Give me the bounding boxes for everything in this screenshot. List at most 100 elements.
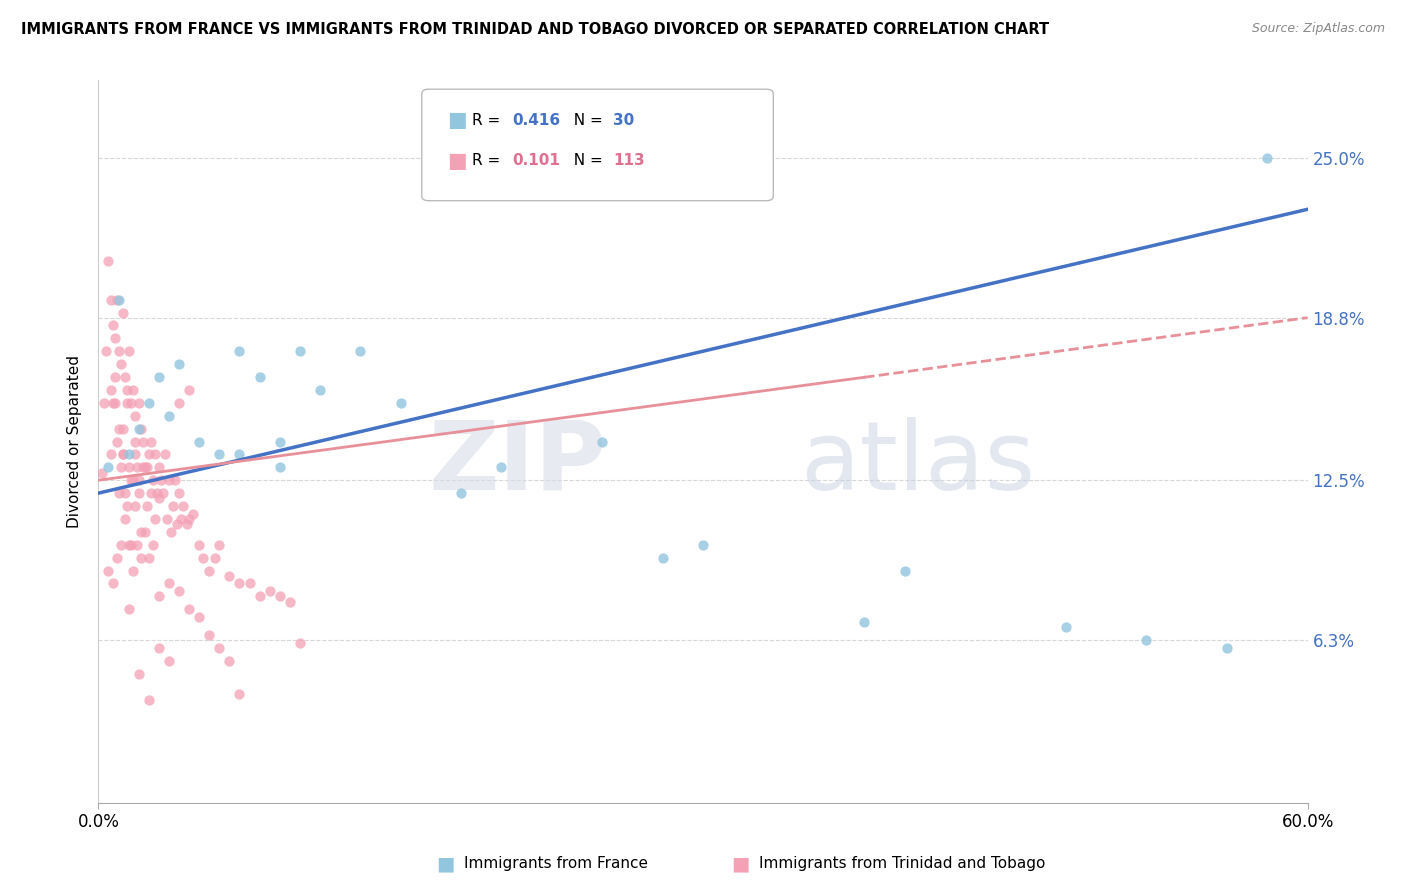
Point xyxy=(93,396,115,410)
Point xyxy=(148,590,170,604)
Point xyxy=(110,538,132,552)
Point xyxy=(132,434,155,449)
Point xyxy=(218,568,240,582)
Point xyxy=(188,610,211,624)
Point xyxy=(149,473,172,487)
Point xyxy=(148,370,170,384)
Text: N =: N = xyxy=(564,113,607,128)
Point xyxy=(114,512,136,526)
Point xyxy=(1135,633,1157,648)
Point xyxy=(148,460,170,475)
Point xyxy=(278,594,301,608)
Point xyxy=(450,486,472,500)
Point xyxy=(309,383,332,397)
Point xyxy=(591,434,613,449)
Point xyxy=(91,466,114,480)
Point xyxy=(204,550,226,565)
Point xyxy=(172,499,194,513)
Point xyxy=(107,486,129,500)
Point xyxy=(152,486,174,500)
Text: Immigrants from France: Immigrants from France xyxy=(464,856,648,871)
Point xyxy=(157,409,180,423)
Point xyxy=(120,473,142,487)
Point xyxy=(96,344,118,359)
Point xyxy=(100,383,122,397)
Text: 113: 113 xyxy=(613,153,644,168)
Point xyxy=(118,538,141,552)
Point xyxy=(115,499,138,513)
Point xyxy=(103,331,125,345)
Point xyxy=(120,538,142,552)
Point xyxy=(162,499,184,513)
Point xyxy=(228,687,250,701)
Y-axis label: Divorced or Separated: Divorced or Separated xyxy=(67,355,83,528)
Point xyxy=(111,305,134,319)
Point xyxy=(148,640,170,655)
Point xyxy=(107,293,129,307)
Point xyxy=(491,460,513,475)
Point xyxy=(179,512,201,526)
Point xyxy=(138,396,160,410)
Point xyxy=(114,486,136,500)
Point xyxy=(105,293,128,307)
Point xyxy=(143,447,166,461)
Point xyxy=(249,590,271,604)
Point xyxy=(103,370,125,384)
Point xyxy=(156,512,179,526)
Point xyxy=(1054,620,1077,634)
Point xyxy=(181,507,204,521)
Point xyxy=(170,512,193,526)
Point xyxy=(97,254,120,268)
Point xyxy=(115,396,138,410)
Point xyxy=(853,615,876,630)
Point xyxy=(129,550,152,565)
Point xyxy=(128,666,150,681)
Point xyxy=(110,460,132,475)
Point xyxy=(138,550,160,565)
Point xyxy=(288,344,311,359)
Point xyxy=(128,422,150,436)
Text: Immigrants from Trinidad and Tobago: Immigrants from Trinidad and Tobago xyxy=(759,856,1046,871)
Point xyxy=(124,447,146,461)
Point xyxy=(179,383,201,397)
Point xyxy=(139,486,162,500)
Point xyxy=(134,460,156,475)
Point xyxy=(153,447,176,461)
Point xyxy=(269,590,291,604)
Point xyxy=(143,512,166,526)
Point xyxy=(124,409,146,423)
Point xyxy=(97,460,120,475)
Point xyxy=(176,517,198,532)
Point xyxy=(228,447,250,461)
Point xyxy=(118,344,141,359)
Point xyxy=(135,460,157,475)
Point xyxy=(135,499,157,513)
Point xyxy=(167,357,190,371)
Text: 30: 30 xyxy=(613,113,634,128)
Point xyxy=(893,564,915,578)
Point xyxy=(218,654,240,668)
Text: Source: ZipAtlas.com: Source: ZipAtlas.com xyxy=(1251,22,1385,36)
Point xyxy=(259,584,281,599)
Point xyxy=(107,422,129,436)
Point xyxy=(269,460,291,475)
Point xyxy=(228,344,250,359)
Point xyxy=(167,486,190,500)
Point xyxy=(166,517,188,532)
Text: 0.101: 0.101 xyxy=(512,153,560,168)
Point xyxy=(157,473,180,487)
Point xyxy=(134,524,156,539)
Point xyxy=(128,486,150,500)
Point xyxy=(179,602,201,616)
Point xyxy=(139,434,162,449)
Point xyxy=(228,576,250,591)
Point xyxy=(110,357,132,371)
Point xyxy=(101,576,124,591)
Point xyxy=(138,692,160,706)
Point xyxy=(125,460,148,475)
Point xyxy=(124,434,146,449)
Text: ■: ■ xyxy=(447,151,467,170)
Point xyxy=(692,538,714,552)
Point xyxy=(97,564,120,578)
Text: ■: ■ xyxy=(436,854,454,873)
